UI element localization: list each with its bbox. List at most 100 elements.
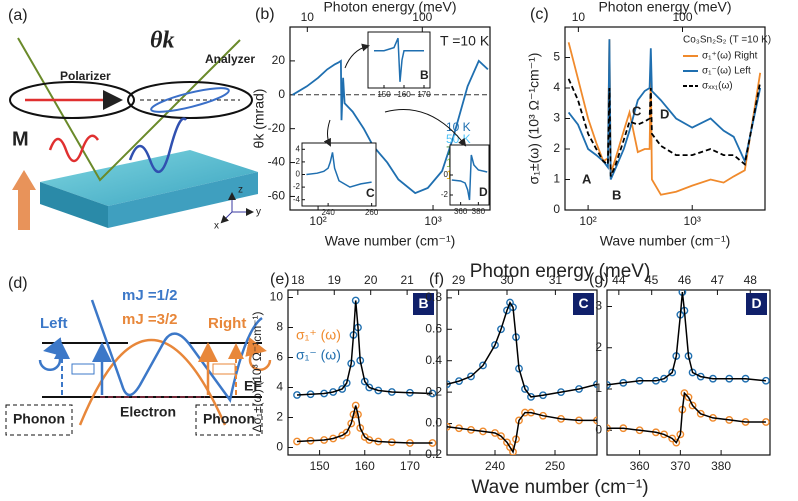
- x2-axis-title: Photon energy (meV): [323, 0, 456, 15]
- x2-tick-label: 45: [645, 273, 659, 287]
- plot-frame: [606, 289, 771, 456]
- inset-x-tick-label: 380: [472, 207, 486, 216]
- inset-label: D: [479, 185, 488, 199]
- x2-tick-label: 10: [301, 10, 315, 24]
- y-tick-label: 2: [276, 410, 283, 424]
- y-tick-label: -0.2: [421, 447, 442, 461]
- x-tick-label: 370: [670, 459, 690, 473]
- point-label: D: [660, 106, 669, 121]
- panel-label: (a): [8, 7, 28, 24]
- point-label: B: [612, 187, 621, 202]
- plot-area: [293, 296, 437, 447]
- coupling-icon: [71, 363, 95, 375]
- y-tick-label: 2: [553, 141, 560, 155]
- data-point: [668, 368, 677, 377]
- data-point: [447, 380, 451, 389]
- fit-line: [296, 405, 433, 444]
- x-tick-label: 380: [711, 459, 731, 473]
- legend-entry: σ₁⁻(ω) Left: [702, 66, 751, 77]
- data-point: [684, 393, 693, 402]
- x-tick-label: 10³: [684, 214, 701, 228]
- pointer-arrow: [384, 108, 467, 147]
- x-axis-title: Wave number (cm⁻¹): [471, 477, 648, 498]
- inset-y-tick-label: -4: [293, 195, 301, 204]
- fermi-label: EF: [244, 378, 262, 394]
- sample-top: [40, 150, 258, 206]
- panel-label: (b): [255, 6, 275, 23]
- x-tick-label: 250: [545, 459, 565, 473]
- y-tick-label: 2: [595, 340, 602, 354]
- x2-tick-label: 31: [549, 273, 563, 287]
- inset-x-tick-label: 160: [397, 90, 411, 99]
- plot-frame: [287, 289, 438, 456]
- circular-arrow: [245, 337, 272, 372]
- inset-y-tick-label: 2: [296, 157, 301, 166]
- data-point: [672, 438, 681, 447]
- fit-line: [607, 292, 766, 386]
- polarizer-label: Polarizer: [60, 69, 111, 83]
- tag-label: C: [578, 295, 588, 311]
- data-point: [491, 341, 499, 349]
- x2-tick-label: 48: [744, 273, 758, 287]
- x-axis-title: Wave number (cm⁻¹): [600, 233, 731, 249]
- x2-tick-label: 46: [678, 273, 692, 287]
- phonon-label: Phonon: [13, 411, 65, 427]
- y-tick-label: -60: [268, 189, 286, 203]
- data-point: [521, 385, 529, 393]
- x-tick-label: 360: [630, 459, 650, 473]
- plot-area: [567, 39, 762, 196]
- data-point: [338, 385, 347, 393]
- data-point: [455, 377, 463, 386]
- inset-frame: [301, 142, 377, 207]
- fit-line: [296, 300, 433, 396]
- inset-y-tick-label: -2: [293, 182, 301, 191]
- circular-arrow: [38, 337, 65, 372]
- y-axis-title: σ₁±(ω) (10³ Ω⁻¹cm⁻¹): [526, 53, 542, 185]
- inset-line: [306, 152, 372, 188]
- y-tick-label: 0.6: [425, 321, 442, 335]
- y-tick-label: 0.0: [425, 416, 442, 430]
- phonon-box: [195, 404, 263, 436]
- x2-tick-label: 100: [672, 10, 692, 24]
- y-label: y: [256, 207, 261, 218]
- tag-box: [573, 293, 594, 315]
- elliptical-polarization: [150, 87, 230, 113]
- inset-x-tick-label: 150: [377, 90, 391, 99]
- y-tick-label: -40: [268, 155, 286, 169]
- z-label: z: [238, 185, 243, 196]
- phonon-box: [5, 404, 73, 436]
- panel-label: (d): [8, 275, 28, 292]
- y-axis-title: θk (mrad): [251, 89, 267, 149]
- sample-front: [108, 172, 258, 228]
- sample-side: [40, 182, 108, 228]
- polarizer: [9, 81, 135, 119]
- data-point: [660, 374, 668, 383]
- x-tick-label: 10³: [424, 214, 441, 228]
- inset-x-tick-label: 170: [417, 90, 431, 99]
- x2-tick-label: 44: [612, 273, 626, 287]
- tag-label: B: [418, 295, 428, 311]
- x2-tick-label: 29: [452, 273, 466, 287]
- x-tick-label: 240: [485, 459, 505, 473]
- inset-line: [374, 37, 424, 82]
- data-point: [497, 432, 505, 441]
- fit-line: [447, 300, 597, 398]
- panel-d: (d) Phonon Phonon Electron EF Left Right…: [5, 275, 272, 436]
- data-point: [479, 361, 487, 370]
- x-tick-label: 160: [355, 459, 375, 473]
- y-tick-label: 1: [553, 172, 560, 186]
- inset-x-tick-label: 260: [365, 208, 379, 217]
- data-point: [351, 401, 360, 410]
- x2-tick-label: 10: [572, 10, 586, 24]
- plot-area: [447, 298, 597, 455]
- y-axis-title: Δσ₁±(ω) (10³ Ω⁻¹cm⁻¹): [250, 311, 264, 432]
- blue-wave: [128, 117, 187, 173]
- plot-frame: [446, 289, 598, 456]
- fit-line: [447, 411, 597, 454]
- magnetization-arrow: [12, 170, 36, 230]
- data-point: [688, 401, 697, 410]
- plot-frame: [289, 26, 491, 211]
- inset-y-tick-label: 0: [296, 170, 301, 179]
- y-tick-label: 0.2: [425, 384, 442, 398]
